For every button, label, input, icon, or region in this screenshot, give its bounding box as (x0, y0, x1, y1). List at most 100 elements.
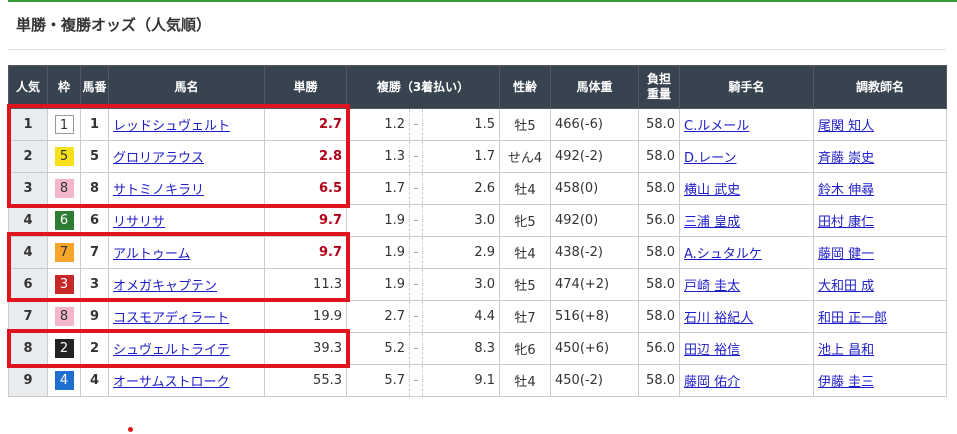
column-header: 枠 (47, 65, 81, 109)
place-odds-low: 5.7 (347, 365, 410, 396)
horse-name-cell: リサリサ (108, 204, 265, 237)
place-odds-low: 1.9 (347, 269, 410, 300)
horse-name-cell: コスモアディラート (108, 300, 265, 333)
trainer-link[interactable]: 斉藤 崇史 (818, 151, 875, 166)
place-odds-low: 1.9 (347, 237, 410, 268)
place-odds-low: 5.2 (347, 333, 410, 364)
carried-weight: 58.0 (638, 268, 680, 301)
place-odds-low: 1.3 (347, 141, 410, 172)
trainer-link[interactable]: 伊藤 圭三 (818, 375, 875, 390)
column-header: 人気 (8, 65, 48, 109)
popularity: 1 (8, 108, 48, 141)
place-odds-high: 3.0 (474, 277, 495, 292)
horse-number: 4 (80, 364, 109, 397)
table-row: 1 1 1 レッドシュヴェルト 2.7 1.2- 1.5 牡5 466(-6) 5… (8, 108, 947, 141)
horse-weight: 474(+2) (550, 268, 639, 301)
column-header: 単勝 (264, 65, 347, 109)
place-separator: - (410, 141, 423, 172)
carried-weight: 58.0 (638, 300, 680, 333)
place-odds-high: 2.9 (474, 245, 495, 260)
place-odds: 1.9- 3.0 (346, 204, 500, 237)
popularity: 9 (8, 364, 48, 397)
place-odds: 1.9- 2.9 (346, 236, 500, 269)
place-separator: - (410, 269, 423, 300)
carried-weight: 58.0 (638, 364, 680, 397)
place-odds-high: 2.6 (474, 181, 495, 196)
jockey-link[interactable]: 横山 武史 (684, 183, 741, 198)
horse-number: 3 (80, 268, 109, 301)
horse-name-link[interactable]: シュヴェルトライテ (113, 343, 230, 358)
trainer-link[interactable]: 鈴木 伸尋 (818, 183, 875, 198)
waku-cell: 7 (47, 236, 81, 269)
win-odds: 2.7 (264, 108, 347, 141)
win-odds: 9.7 (264, 236, 347, 269)
place-odds-high: 1.7 (474, 149, 495, 164)
carried-weight: 56.0 (638, 332, 680, 365)
jockey-cell: 戸崎 圭太 (679, 268, 814, 301)
horse-name-link[interactable]: アルトゥーム (113, 247, 191, 262)
jockey-cell: A.シュタルケ (679, 236, 814, 269)
horse-weight: 438(-2) (550, 236, 639, 269)
horse-name-cell: アルトゥーム (108, 236, 265, 269)
carried-weight: 58.0 (638, 108, 680, 141)
place-separator: - (410, 333, 423, 364)
waku-cell: 3 (47, 268, 81, 301)
waku-cell: 8 (47, 172, 81, 205)
horse-weight: 450(-2) (550, 364, 639, 397)
trainer-link[interactable]: 田村 康仁 (818, 215, 875, 230)
table-row: 3 8 8 サトミノキラリ 6.5 1.7- 2.6 牡4 458(0) 58.0… (8, 172, 947, 205)
jockey-link[interactable]: 藤岡 佑介 (684, 375, 741, 390)
trainer-link[interactable]: 藤岡 健一 (818, 247, 875, 262)
jockey-cell: 横山 武史 (679, 172, 814, 205)
sex-age: せん4 (499, 140, 551, 173)
carried-weight: 58.0 (638, 172, 680, 205)
trainer-cell: 池上 昌和 (813, 332, 947, 365)
horse-name-link[interactable]: リサリサ (113, 215, 166, 230)
trainer-link[interactable]: 大和田 成 (818, 279, 875, 294)
win-odds: 9.7 (264, 204, 347, 237)
jockey-link[interactable]: A.シュタルケ (684, 247, 762, 262)
jockey-link[interactable]: 石川 裕紀人 (684, 311, 754, 326)
horse-name-link[interactable]: コスモアディラート (113, 311, 230, 326)
horse-number: 2 (80, 332, 109, 365)
popularity: 2 (8, 140, 48, 173)
jockey-link[interactable]: 戸崎 圭太 (684, 279, 741, 294)
trainer-link[interactable]: 尾関 知人 (818, 119, 875, 134)
column-header: 馬体重 (550, 65, 639, 109)
popularity: 7 (8, 300, 48, 333)
place-separator: - (410, 109, 423, 140)
top-accent-line (8, 0, 957, 2)
horse-number: 9 (80, 300, 109, 333)
place-separator: - (410, 237, 423, 268)
trainer-link[interactable]: 池上 昌和 (818, 343, 875, 358)
horse-name-link[interactable]: オメガキャプテン (113, 279, 218, 294)
horse-number: 8 (80, 172, 109, 205)
horse-name-cell: オメガキャプテン (108, 268, 265, 301)
place-odds-high: 8.3 (474, 341, 495, 356)
sex-age: 牡7 (499, 300, 551, 333)
waku-badge: 3 (54, 275, 74, 294)
horse-name-link[interactable]: サトミノキラリ (113, 183, 205, 198)
sex-age: 牡4 (499, 236, 551, 269)
jockey-link[interactable]: D.レーン (684, 151, 737, 166)
trainer-cell: 藤岡 健一 (813, 236, 947, 269)
jockey-link[interactable]: 三浦 皇成 (684, 215, 741, 230)
win-odds: 19.9 (264, 300, 347, 333)
place-odds-low: 1.7 (347, 173, 410, 204)
place-odds-low: 2.7 (347, 301, 410, 332)
horse-name-link[interactable]: グロリアラウス (113, 151, 205, 166)
jockey-link[interactable]: 田辺 裕信 (684, 343, 741, 358)
jockey-cell: C.ルメール (679, 108, 814, 141)
place-odds: 5.7- 9.1 (346, 364, 500, 397)
sex-age: 牝5 (499, 204, 551, 237)
place-separator: - (410, 301, 423, 332)
column-header: 騎手名 (679, 65, 814, 109)
horse-name-link[interactable]: オーサムストローク (113, 375, 230, 390)
column-header: 複勝（3着払い） (346, 65, 500, 109)
horse-name-link[interactable]: レッドシュヴェルト (113, 119, 231, 134)
trainer-link[interactable]: 和田 正一郎 (818, 311, 888, 326)
section-title: 単勝・複勝オッズ（人気順） (16, 16, 212, 34)
popularity: 3 (8, 172, 48, 205)
jockey-link[interactable]: C.ルメール (684, 119, 750, 134)
trainer-cell: 大和田 成 (813, 268, 947, 301)
